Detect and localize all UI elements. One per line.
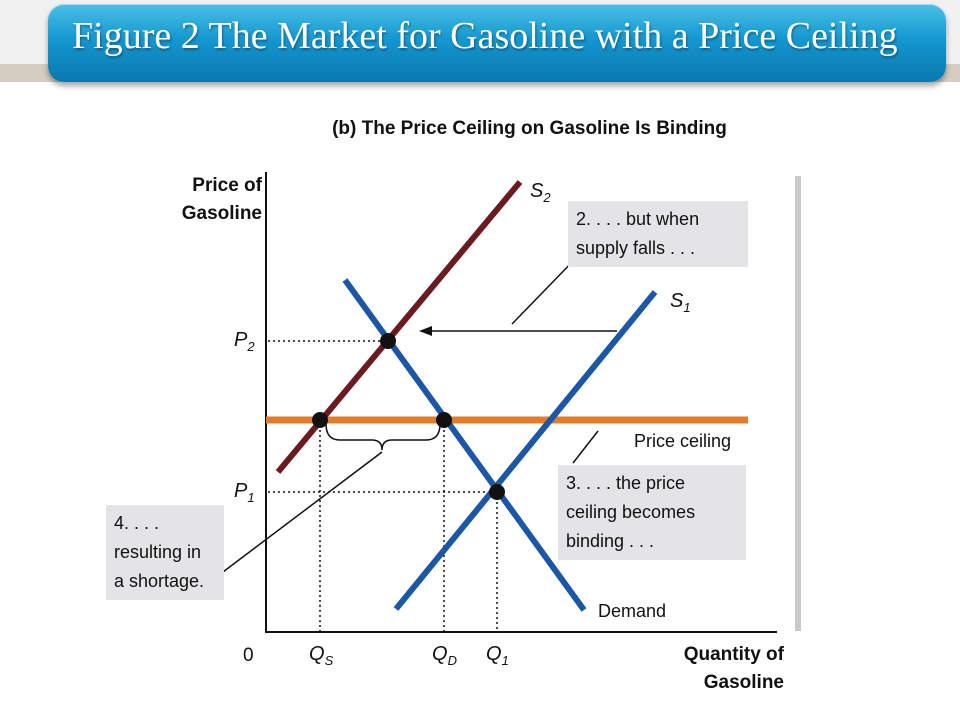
note-3-pointer [572,430,599,464]
tick-p2: P2 [234,329,255,354]
slide-title: Figure 2 The Market for Gasoline with a … [72,15,898,57]
tick-p1: P1 [234,480,255,505]
note-4-pointer [222,451,383,573]
x-axis-label-line2: Gasoline [703,672,784,693]
point-quantity-supplied [312,412,328,428]
label-demand: Demand [598,601,667,621]
x-axis-label: Quantity of Gasoline [620,641,784,697]
title-bar [48,4,946,82]
x-axis-label-line1: Quantity of [683,644,784,665]
point-original-equilibrium [489,484,505,500]
label-s1: S1 [670,290,691,315]
origin-label: 0 [243,645,254,666]
note-2-pointer [511,255,579,325]
label-price-ceiling: Price ceiling [634,431,732,451]
copyright-text: Copyright©2003 Southwestern/Thomson Lear… [753,706,954,716]
point-new-equilibrium [380,333,396,349]
tick-qd: QD [432,643,457,668]
point-quantity-demanded [436,412,452,428]
y-axis-label: Price of Gasoline [150,172,262,228]
panel-subtitle: (b) The Price Ceiling on Gasoline Is Bin… [332,118,727,139]
tick-qs: QS [309,643,334,668]
shift-arrowhead [419,326,432,336]
note-supply-falls: 2. . . . but when supply falls . . . [568,201,748,267]
y-axis-label-line2: Gasoline [181,203,262,224]
shortage-brace [325,423,441,451]
y-axis-label-line1: Price of [192,175,262,196]
supply-s1-curve [393,290,658,611]
note-shortage: 4. . . . resulting in a shortage. [106,505,224,600]
note-ceiling-binding: 3. . . . the price ceiling becomes bindi… [558,465,746,560]
label-s2: S2 [530,180,551,205]
tick-q1: Q1 [486,643,509,668]
